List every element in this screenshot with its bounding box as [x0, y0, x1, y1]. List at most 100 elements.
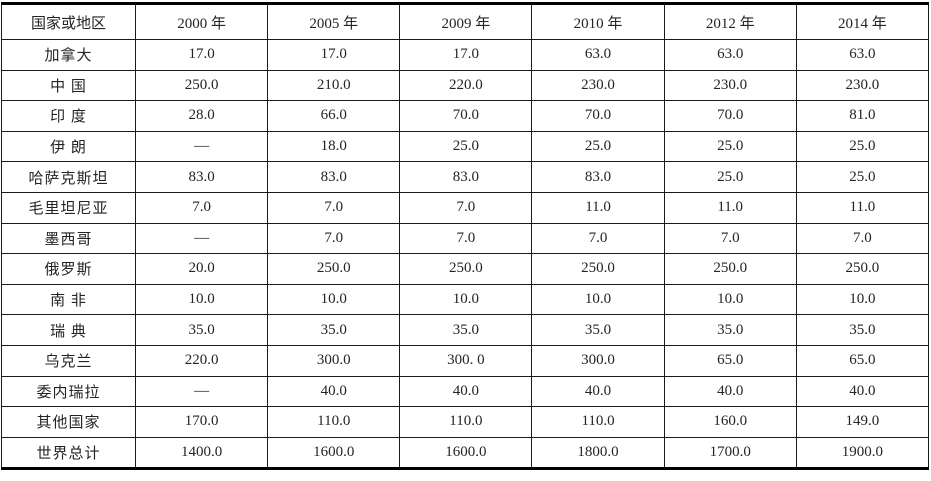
- table-cell: 35.0: [134, 314, 269, 346]
- statistics-table-wrapper: 国家或地区 2000 年 2005 年 2009 年 2010 年 2012 年 2014 …: [1, 2, 930, 471]
- table-cell: 83.0: [399, 161, 533, 193]
- table-cell: 7.0: [267, 191, 401, 224]
- table-cell: 300. 0: [399, 344, 533, 377]
- table-cell: 220.0: [399, 69, 533, 102]
- table-cell: —: [134, 375, 269, 408]
- table-cell: 81.0: [795, 100, 930, 132]
- table-cell: 83.0: [531, 161, 665, 193]
- table-cell: 11.0: [795, 191, 930, 224]
- table-cell: 70.0: [399, 100, 533, 132]
- table-cell: 25.0: [795, 161, 930, 193]
- column-header-year: 2005 年: [267, 3, 401, 40]
- table-row: 哈萨克斯坦 83.0 83.0 83.0 83.0 25.0 25.0: [1, 161, 930, 193]
- column-header-year: 2014 年: [795, 3, 930, 40]
- column-header-region: 国家或地区: [1, 3, 136, 40]
- row-label: 南 非: [1, 283, 136, 316]
- table-cell: 40.0: [267, 375, 401, 408]
- table-cell: 110.0: [531, 406, 665, 438]
- table-cell: 83.0: [134, 161, 269, 193]
- table-cell: 7.0: [267, 222, 401, 255]
- table-cell: 230.0: [531, 69, 665, 102]
- column-header-year: 2012 年: [663, 3, 797, 40]
- table-cell: 7.0: [399, 191, 533, 224]
- table-cell: 63.0: [795, 39, 930, 71]
- table-cell: 25.0: [531, 130, 665, 163]
- table-cell: 10.0: [663, 283, 797, 316]
- table-cell: 7.0: [399, 222, 533, 255]
- table-cell: 7.0: [531, 222, 665, 255]
- table-cell: 220.0: [134, 344, 269, 377]
- table-cell: 10.0: [531, 283, 665, 316]
- column-header-year: 2010 年: [531, 3, 665, 40]
- row-label: 墨西哥: [1, 222, 136, 255]
- table-cell: 149.0: [795, 406, 930, 438]
- row-label: 毛里坦尼亚: [1, 191, 136, 224]
- row-label: 瑞 典: [1, 314, 136, 346]
- table-cell: 250.0: [399, 253, 533, 285]
- table-cell: 7.0: [663, 222, 797, 255]
- table-cell: 40.0: [399, 375, 533, 408]
- row-label: 委内瑞拉: [1, 375, 136, 408]
- table-cell: 25.0: [795, 130, 930, 163]
- table-cell: 170.0: [134, 406, 269, 438]
- table-cell: 20.0: [134, 253, 269, 285]
- table-cell: 25.0: [399, 130, 533, 163]
- table-cell: 1800.0: [531, 436, 665, 470]
- column-header-year: 2009 年: [399, 3, 533, 40]
- table-cell: —: [134, 130, 269, 163]
- table-row: 印 度 28.0 66.0 70.0 70.0 70.0 81.0: [1, 100, 930, 132]
- table-cell: 230.0: [795, 69, 930, 102]
- table-cell: 63.0: [531, 39, 665, 71]
- table-cell: 110.0: [399, 406, 533, 438]
- table-cell: 250.0: [663, 253, 797, 285]
- table-cell: 40.0: [795, 375, 930, 408]
- table-cell: 11.0: [663, 191, 797, 224]
- table-cell: 300.0: [531, 344, 665, 377]
- table-cell: 10.0: [134, 283, 269, 316]
- table-row: 加拿大 17.0 17.0 17.0 63.0 63.0 63.0: [1, 39, 930, 71]
- table-cell: 35.0: [663, 314, 797, 346]
- table-cell: 25.0: [663, 161, 797, 193]
- table-cell: 250.0: [134, 69, 269, 102]
- table-row: 俄罗斯 20.0 250.0 250.0 250.0 250.0 250.0: [1, 253, 930, 285]
- table-cell: 66.0: [267, 100, 401, 132]
- table-cell: 35.0: [399, 314, 533, 346]
- table-cell: 65.0: [795, 344, 930, 377]
- table-row: 乌克兰 220.0 300.0 300. 0 300.0 65.0 65.0: [1, 344, 930, 377]
- table-cell: 250.0: [531, 253, 665, 285]
- table-cell: 35.0: [795, 314, 930, 346]
- table-cell: 17.0: [134, 39, 269, 71]
- table-cell: 210.0: [267, 69, 401, 102]
- table-cell: 1400.0: [134, 436, 269, 470]
- table-cell: 65.0: [663, 344, 797, 377]
- table-cell: 1600.0: [267, 436, 401, 470]
- row-label: 世界总计: [1, 436, 136, 470]
- table-cell: 300.0: [267, 344, 401, 377]
- table-row: 委内瑞拉 —40.0 40.0 40.0 40.0 40.0: [1, 375, 930, 408]
- table-cell: —: [134, 222, 269, 255]
- header-row: 国家或地区 2000 年 2005 年 2009 年 2010 年 2012 年 2014 …: [1, 3, 930, 40]
- table-row: 中 国 250.0 210.0 220.0 230.0 230.0 230.0: [1, 69, 930, 102]
- table-cell: 10.0: [795, 283, 930, 316]
- country-year-data-table: 国家或地区 2000 年 2005 年 2009 年 2010 年 2012 年 2014 …: [1, 2, 930, 471]
- table-cell: 1900.0: [795, 436, 930, 470]
- table-cell: 70.0: [531, 100, 665, 132]
- table-cell: 160.0: [663, 406, 797, 438]
- table-cell: 17.0: [267, 39, 401, 71]
- table-cell: 40.0: [531, 375, 665, 408]
- table-row: 世界总计 1400.0 1600.0 1600.0 1800.0 1700.0 1900.0: [1, 436, 930, 470]
- table-cell: 7.0: [795, 222, 930, 255]
- table-cell: 10.0: [399, 283, 533, 316]
- table-cell: 63.0: [663, 39, 797, 71]
- table-row: 伊 朗 —18.0 25.0 25.0 25.0 25.0: [1, 130, 930, 163]
- table-row: 毛里坦尼亚 7.0 7.0 7.0 11.0 11.0 11.0: [1, 191, 930, 224]
- table-cell: 70.0: [663, 100, 797, 132]
- row-label: 伊 朗: [1, 130, 136, 163]
- row-label: 乌克兰: [1, 344, 136, 377]
- table-row: 瑞 典 35.0 35.0 35.0 35.0 35.0 35.0: [1, 314, 930, 346]
- table-row: 南 非 10.0 10.0 10.0 10.0 10.0 10.0: [1, 283, 930, 316]
- table-cell: 250.0: [795, 253, 930, 285]
- table-cell: 40.0: [663, 375, 797, 408]
- row-label: 哈萨克斯坦: [1, 161, 136, 193]
- table-cell: 25.0: [663, 130, 797, 163]
